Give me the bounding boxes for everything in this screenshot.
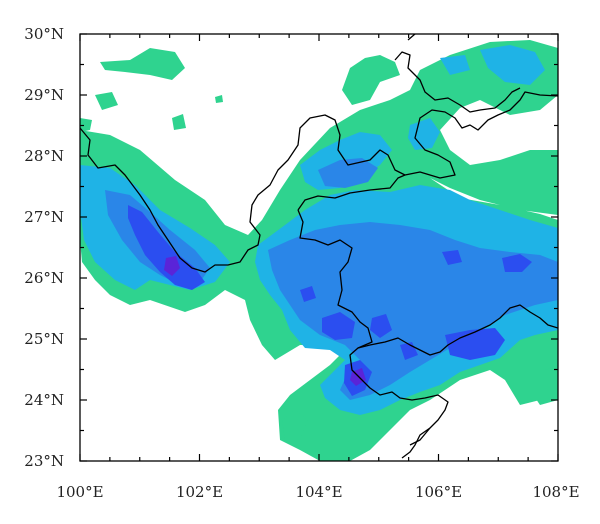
x-tick-label: 108°E [532,483,579,501]
y-tick-label: 29°N [24,86,64,104]
y-tick-label: 27°N [24,208,64,226]
province-borders [80,34,558,459]
axis-ticks [79,33,559,462]
y-tick-label: 30°N [24,25,64,43]
precipitation-contours [80,40,558,461]
x-tick-label: 102°E [176,483,223,501]
y-tick-label: 28°N [24,147,64,165]
y-tick-label: 23°N [24,452,64,470]
y-axis-labels: 23°N 24°N 25°N 26°N 27°N 28°N 29°N 30°N [24,25,64,470]
x-tick-label: 104°E [295,483,342,501]
x-tick-label: 106°E [415,483,462,501]
y-tick-label: 24°N [24,391,64,409]
y-tick-label: 26°N [24,269,64,287]
contour-level-5 [164,256,366,386]
y-tick-label: 25°N [24,330,64,348]
x-tick-label: 100°E [56,483,103,501]
x-axis-labels: 100°E 102°E 104°E 106°E 108°E [56,483,579,501]
